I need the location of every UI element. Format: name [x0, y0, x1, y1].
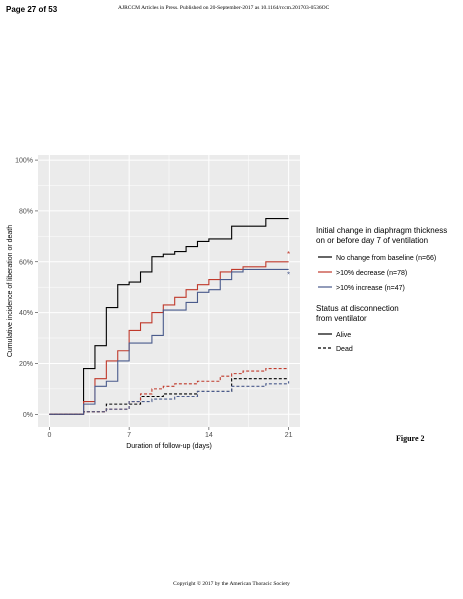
series-line-2 [49, 268, 289, 415]
legend-group-title: Initial change in diaphragm thickness [316, 226, 447, 235]
y-tick-label: 80% [19, 208, 33, 215]
y-tick-label: 0% [23, 412, 33, 419]
legend-item-increase: >10% increase (n=47) [336, 285, 405, 292]
legend-status-title-2: from ventilator [316, 314, 367, 323]
x-tick-label: 14 [205, 432, 213, 439]
y-tick-label: 100% [15, 158, 33, 165]
legend-item-decrease: >10% decrease (n=78) [336, 270, 407, 277]
legend-item-dead: Dead [336, 346, 353, 353]
legend-item-alive: Alive [336, 332, 351, 339]
series-lines [49, 218, 290, 415]
y-tick-label: 20% [19, 361, 33, 368]
legend-status-title: Status at disconnection [316, 304, 399, 313]
legend-group-title-2: on or before day 7 of ventilation [316, 236, 428, 245]
axis-ticks: 0% 20% 40% 60% 80% 100% 0 7 14 21 [15, 158, 293, 439]
y-tick-label: 40% [19, 310, 33, 317]
copyright-footer: Copyright © 2017 by the American Thoraci… [173, 581, 290, 587]
series-line-0 [49, 218, 289, 415]
y-tick-label: 60% [19, 259, 33, 266]
x-tick-label: 7 [127, 432, 131, 439]
journal-header: AJRCCM Articles in Press. Published on 2… [118, 5, 330, 11]
x-tick-label: 0 [47, 432, 51, 439]
significance-marker: * [287, 270, 290, 279]
y-axis-label: Cumulative incidence of liberation or de… [7, 225, 14, 357]
significance-marker: * [287, 250, 290, 259]
legend-item-no-change: No change from baseline (n=66) [336, 255, 436, 262]
figure-label: Figure 2 [396, 434, 425, 443]
series-line-3 [49, 378, 289, 415]
series-line-5 [49, 381, 290, 415]
x-axis-label: Duration of follow-up (days) [126, 443, 212, 450]
series-line-1 [49, 261, 289, 415]
annotations: ** [287, 250, 290, 279]
page-number: Page 27 of 53 [6, 5, 58, 14]
legend: Initial change in diaphragm thickness on… [316, 226, 447, 353]
x-tick-label: 21 [285, 432, 293, 439]
